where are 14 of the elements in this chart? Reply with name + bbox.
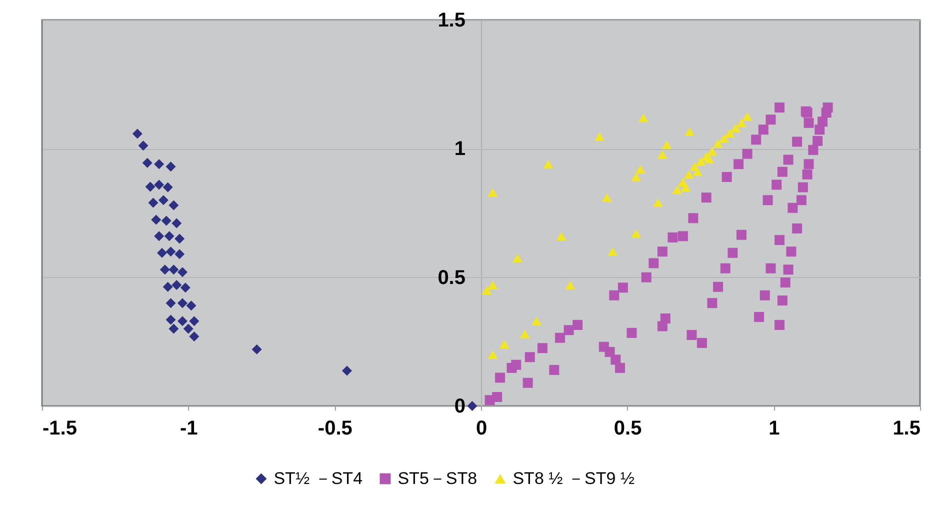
x-tick-label: -1 (180, 418, 198, 440)
x-tick-label: -1.5 (42, 418, 77, 440)
x-tick-label: 1.5 (892, 418, 920, 440)
y-tick-label: 1 (454, 138, 466, 160)
legend-label: ST5－ST8 (398, 468, 478, 488)
legend-label: ST½ －ST4 (274, 468, 363, 488)
y-tick-label: 0 (454, 396, 466, 418)
y-tick-label: 0.5 (438, 266, 466, 289)
x-tick-label: 1 (768, 418, 780, 440)
x-tick-label: -0.5 (318, 418, 352, 440)
legend-label: ST8 ½ －ST9 ½ (512, 468, 635, 488)
x-tick-label: 0 (476, 418, 488, 440)
y-tick-label: 1.5 (438, 10, 466, 32)
x-tick-label: 0.5 (614, 418, 642, 440)
